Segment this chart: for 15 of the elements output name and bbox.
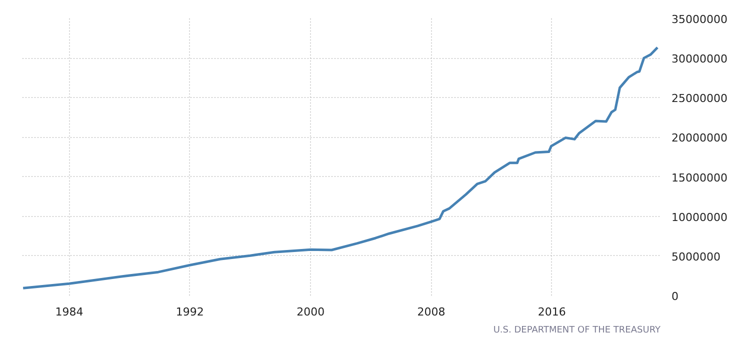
y-tick-label: 15000000 xyxy=(672,171,728,184)
x-tick-label: 1992 xyxy=(176,306,204,318)
x-tick-label: 2008 xyxy=(417,306,446,318)
y-tick-label: 20000000 xyxy=(672,132,728,145)
y-tick-label: 35000000 xyxy=(672,13,728,26)
x-tick-label: 2000 xyxy=(296,306,325,318)
y-tick-label: 0 xyxy=(672,290,678,303)
y-tick-label: 10000000 xyxy=(672,210,728,224)
y-tick-label: 25000000 xyxy=(672,92,728,106)
line-series xyxy=(22,46,659,290)
y-tick-label: 5000000 xyxy=(672,250,720,264)
text: U.S. DEPARTMENT OF THE TREASURY xyxy=(493,326,661,336)
x-tick-label: 2016 xyxy=(538,306,566,318)
x-tick-label: 1984 xyxy=(55,306,84,318)
y-tick-label: 30000000 xyxy=(672,52,728,66)
